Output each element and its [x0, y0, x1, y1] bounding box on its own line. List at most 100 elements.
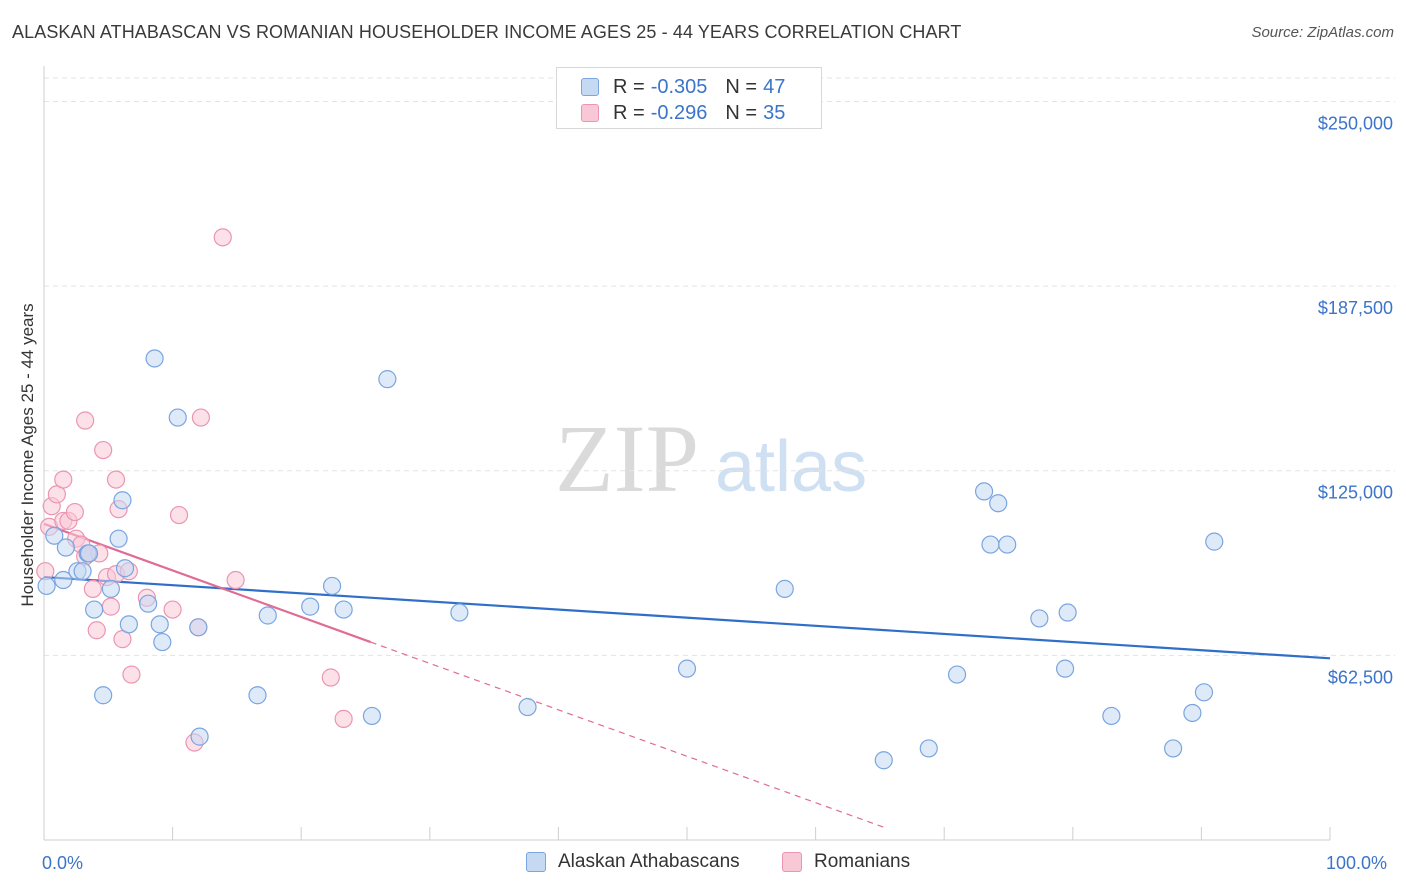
n-value: 35: [763, 101, 786, 124]
alaskan-point: [334, 600, 353, 619]
alaskan-swatch: [581, 78, 599, 96]
alaskan-point: [919, 739, 938, 758]
alaskan-point: [362, 706, 382, 726]
y-tick-label: $187,500: [1318, 298, 1393, 318]
romanian-point: [65, 502, 84, 522]
romanian-point: [226, 570, 245, 590]
alaskan-point: [1164, 739, 1183, 758]
romanian-point: [321, 668, 340, 687]
correlation-legend: R = -0.305 N = 47 R = -0.296 N = 35: [556, 67, 822, 129]
romanian-point: [213, 228, 232, 247]
watermark: ZIP atlas: [555, 405, 867, 512]
alaskan-point: [1205, 532, 1224, 551]
alaskan-point: [775, 579, 794, 598]
romanian-point: [106, 470, 126, 489]
alaskan-point: [989, 494, 1008, 513]
alaskan-point: [54, 570, 73, 590]
alaskan-point: [378, 370, 397, 389]
legend-label: Alaskan Athabascans: [558, 851, 740, 872]
y-tick-label: $125,000: [1318, 483, 1393, 503]
alaskan-point: [37, 576, 56, 596]
romanian-point: [191, 408, 210, 427]
romanian-point: [163, 600, 182, 619]
alaskan-point: [981, 535, 1000, 554]
alaskan-point: [974, 482, 994, 501]
x-tick-max: 100.0%: [1326, 853, 1388, 873]
legend-row-romanian: R = -0.296 N = 35: [581, 100, 785, 126]
r-label: R =: [613, 101, 645, 124]
alaskan-point: [73, 562, 92, 581]
alaskan-point: [258, 606, 277, 625]
alaskan-point: [1102, 706, 1121, 726]
alaskan-point: [301, 597, 320, 616]
romanian-point: [101, 597, 120, 616]
alaskan-point: [677, 659, 697, 678]
watermark-zip: ZIP: [555, 405, 699, 512]
legend-item-romanian: Romanians: [782, 851, 910, 873]
romanian-point: [54, 470, 73, 489]
r-value: -0.305: [650, 75, 708, 98]
r-value: -0.296: [650, 101, 708, 124]
alaskan-point: [115, 559, 135, 578]
legend-item-alaskan: Alaskan Athabascans: [526, 851, 740, 873]
r-label: R =: [613, 75, 645, 98]
legend-label: Romanians: [814, 851, 911, 872]
romanian-trend-extension: [370, 641, 887, 829]
alaskan-point: [109, 529, 128, 548]
alaskan-point: [874, 751, 893, 770]
n-label: N =: [725, 101, 758, 124]
y-tick-label: $250,000: [1318, 113, 1393, 133]
alaskan-point: [1194, 683, 1214, 702]
romanian-swatch: [581, 104, 599, 122]
trend-lines: [43, 522, 1331, 829]
alaskan-point: [1030, 609, 1049, 628]
alaskan-point: [998, 535, 1017, 554]
alaskan-point: [45, 526, 64, 545]
alaskan-point: [139, 594, 158, 613]
alaskan-point: [947, 665, 967, 684]
watermark-atlas: atlas: [715, 427, 867, 507]
romanian-trend-line: [43, 522, 372, 644]
romanian-point: [334, 709, 353, 728]
legend-row-alaskan: R = -0.305 N = 47: [581, 74, 785, 100]
alaskan-point: [190, 727, 209, 746]
axes: [43, 66, 1331, 841]
alaskan-point: [1183, 703, 1202, 723]
romanian-point: [76, 411, 95, 430]
y-tick-label: $62,500: [1328, 667, 1393, 687]
y-tick-labels: $62,500 $125,000 $187,500 $250,000: [1318, 113, 1393, 687]
alaskan-point: [168, 408, 187, 427]
romanian-swatch: [782, 852, 802, 872]
source-label: Source: ZipAtlas.com: [1251, 24, 1394, 41]
alaskan-point: [94, 686, 113, 705]
data-points: [36, 228, 1224, 770]
y-axis-label: Householder Income Ages 25 - 44 years: [18, 303, 37, 607]
romanian-point: [169, 505, 189, 525]
alaskan-trend-line: [43, 575, 1331, 660]
alaskan-point: [153, 632, 172, 652]
romanian-point: [94, 440, 113, 460]
alaskan-point: [113, 491, 132, 510]
alaskan-point: [79, 544, 99, 563]
n-label: N =: [725, 75, 758, 98]
alaskan-point: [518, 697, 537, 717]
alaskan-point: [101, 579, 120, 598]
alaskan-point: [248, 686, 267, 705]
x-tick-min: 0.0%: [42, 853, 84, 873]
n-value: 47: [763, 75, 786, 98]
grid: [44, 77, 1395, 656]
romanian-point: [83, 579, 102, 598]
alaskan-point: [450, 603, 469, 622]
alaskan-point: [1055, 659, 1075, 678]
alaskan-point: [119, 615, 138, 634]
alaskan-point: [322, 576, 342, 596]
series-legend: Alaskan Athabascans Romanians: [0, 851, 1406, 877]
alaskan-point: [1058, 603, 1077, 622]
alaskan-point: [150, 615, 169, 634]
romanian-point: [87, 621, 106, 640]
alaskan-point: [56, 538, 75, 557]
romanian-point: [122, 665, 141, 684]
alaskan-point: [85, 600, 104, 619]
alaskan-point: [145, 349, 164, 368]
